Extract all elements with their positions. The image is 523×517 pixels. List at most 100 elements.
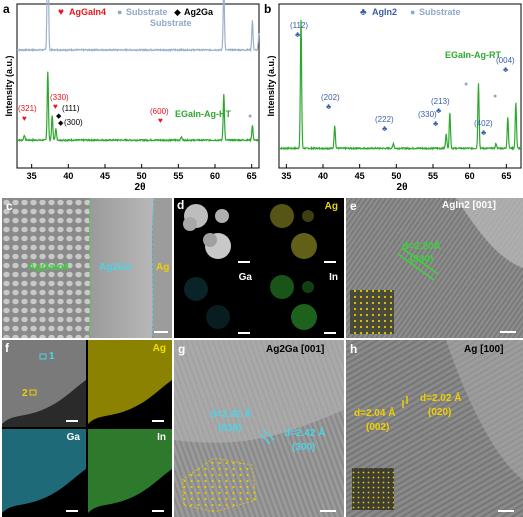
peak-label-330: (330) (50, 93, 69, 102)
plane-label-2: (020) (428, 407, 452, 418)
series-line-egain-ag-ht (16, 71, 260, 143)
peak-marker-112: ♣ (295, 30, 301, 39)
marker-box-1 (39, 353, 47, 360)
x-tick-label: 60 (465, 171, 475, 181)
panel-label-h: h (350, 342, 358, 356)
panel-label-d: d (177, 198, 185, 212)
element-label-in: In (157, 432, 166, 443)
panel-label-a: a (3, 2, 10, 16)
legend: ♣ AgIn2 ● Substrate (360, 7, 461, 18)
legend-symbol-substrate: ● (410, 7, 415, 17)
eds-map-in: In (88, 429, 172, 517)
annotation-substrate: Substrate (150, 18, 192, 28)
scale-bar (66, 510, 78, 512)
zone-axis-title: Ag2Ga [001] (266, 344, 325, 355)
scale-bar (500, 331, 516, 333)
panel-label-g: g (178, 342, 186, 356)
region-aggain4-texture (2, 198, 90, 338)
d-spacing-label-1: d=2.42 Å (210, 409, 252, 420)
peak-marker-330: ♣ (433, 119, 439, 128)
eds-map-sem: f 1 2 (2, 340, 86, 427)
legend-label-substrate: Substrate (126, 7, 168, 17)
legend-symbol-agin2: ♣ (360, 7, 367, 18)
x-axis-ticks: 35 40 45 50 55 60 65 (27, 164, 257, 181)
peak-marker-330: ♥ (53, 102, 58, 111)
peak-label-600: (600) (150, 107, 169, 116)
marker-label-2: 2 (22, 388, 28, 399)
ga-signal (2, 429, 86, 513)
panel-h-hrtem: h Ag [100] d=2.04 Å (002) d=2.02 Å (020) (346, 340, 523, 517)
legend-label-agin2: AgIn2 (372, 7, 397, 17)
peak-marker-402: ♣ (481, 128, 487, 137)
peak-marker-213: ♣ (436, 106, 442, 115)
panel-label-e: e (350, 199, 357, 213)
d-spacing-label-1: d=2.04 Å (354, 408, 396, 419)
zone-axis-title: AgIn2 [001] (442, 200, 496, 211)
panel-c-sem-image: c AgGaIn4 Ag2Ga Ag (2, 198, 172, 338)
marker-label-1: 1 (49, 351, 55, 362)
peak-label-112: (112) (290, 21, 308, 30)
legend-label-ag2ga: Ag2Ga (184, 7, 214, 17)
sem-texture (2, 340, 86, 424)
peak-marker-substrate-65: ● (493, 93, 497, 100)
peak-label-330: (330) (418, 110, 437, 119)
scale-bar (324, 332, 336, 334)
eds-map-ag: Ag (260, 198, 344, 267)
xrd-chart-b: b ♣ AgIn2 ● Substrate EGaIn-Ag-RT (112) … (264, 2, 522, 193)
eds-map-ag: Ag (88, 340, 172, 427)
peak-label-004: (004) (496, 56, 515, 65)
eds-map-sem: d (174, 198, 258, 267)
element-label-ga: Ga (66, 432, 80, 443)
legend-symbol-ag2ga: ◆ (174, 7, 181, 17)
hrtem-image (346, 198, 523, 338)
x-tick-label: 35 (281, 171, 291, 181)
panel-f-eds-maps: f 1 2 Ag Ga In (2, 340, 172, 517)
x-tick-label: 40 (318, 171, 328, 181)
annotation-egain-ag-rt: EGaIn-Ag-RT (445, 50, 501, 60)
x-axis-label: 2θ (397, 182, 408, 193)
peak-marker-substrate-61: ● (464, 81, 468, 88)
region-label-ag: Ag (156, 262, 170, 273)
fringe-marker (397, 253, 435, 281)
x-tick-label: 60 (210, 171, 220, 181)
d-spacing-label-2: d=2.02 Å (420, 393, 462, 404)
eds-map-ga: Ga (174, 269, 258, 338)
plane-label-1: (002) (366, 422, 390, 433)
x-tick-label: 50 (137, 171, 147, 181)
hrtem-image (174, 340, 344, 517)
panel-label-b: b (264, 2, 271, 16)
plane-label-2: (300) (292, 442, 316, 453)
peak-marker-300: ◆ (58, 120, 64, 127)
x-tick-label: 55 (428, 171, 438, 181)
peak-label-402: (402) (474, 119, 493, 128)
chart-frame (16, 3, 260, 169)
peak-marker-004: ♣ (503, 65, 509, 74)
panel-label-f: f (5, 341, 9, 355)
element-label-ag: Ag (152, 343, 166, 354)
chart-frame (278, 3, 522, 169)
eds-map-ga: Ga (2, 429, 86, 517)
x-tick-label: 55 (173, 171, 183, 181)
lattice-inset (352, 468, 394, 510)
series-line-egain-ag-rt (278, 19, 522, 151)
ga-signal (184, 277, 230, 329)
legend: ♥ AgGaIn4 ● Substrate ◆ Ag2Ga (58, 7, 214, 18)
y-axis-label: Intensity (a.u.) (266, 55, 276, 116)
hrtem-image (346, 340, 523, 517)
peak-label-222: (222) (375, 115, 394, 124)
legend-label-agGaIn4: AgGaIn4 (69, 7, 106, 17)
d-spacing-label-2: d=2.42 Å (284, 428, 326, 439)
element-label-in: In (329, 272, 338, 283)
series-line-substrate (16, 0, 260, 53)
in-signal (270, 275, 317, 330)
peak-marker-321: ♥ (22, 114, 27, 123)
region-label-aggain4: AgGaIn4 (28, 262, 70, 273)
x-tick-label: 45 (355, 171, 365, 181)
region-ag-texture (153, 198, 172, 338)
plane-label: (330) (410, 254, 434, 265)
element-label-ag: Ag (324, 201, 338, 212)
panel-b-xrd-chart: b ♣ AgIn2 ● Substrate EGaIn-Ag-RT (112) … (262, 0, 523, 197)
y-axis-label: Intensity (a.u.) (4, 55, 14, 116)
x-tick-label: 65 (501, 171, 511, 181)
scale-bar (238, 332, 250, 334)
